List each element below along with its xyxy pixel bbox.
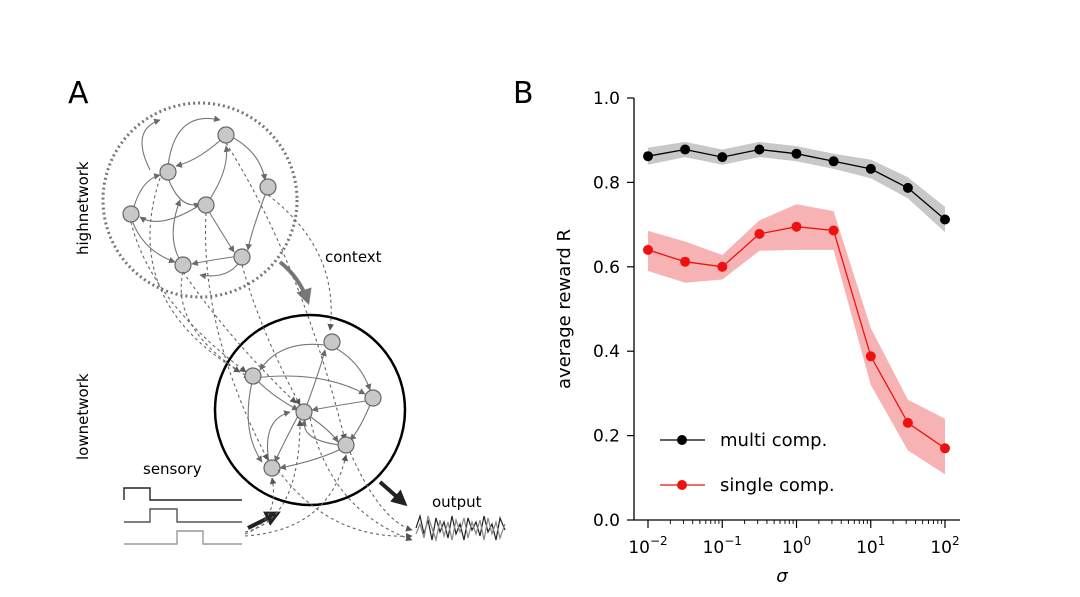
data-point <box>828 225 839 236</box>
high-network-circle <box>101 101 299 299</box>
x-tick-label: 102 <box>930 534 959 558</box>
data-point <box>717 261 728 272</box>
network-node <box>174 256 192 274</box>
context-projections <box>130 142 347 461</box>
context-arrow <box>278 260 312 306</box>
legend-item-multi: multi comp. <box>660 430 827 451</box>
y-tick-label: 0.8 <box>593 173 620 193</box>
data-point <box>828 156 839 167</box>
panel-b-letter: B <box>513 76 534 111</box>
output-projections <box>277 417 413 542</box>
network-node <box>295 403 313 421</box>
network-node <box>259 178 277 196</box>
x-ticks: 10−2 10−1 100 101 102 <box>628 520 960 558</box>
data-point <box>643 244 653 255</box>
network-node <box>244 367 262 385</box>
y-tick-label: 0.4 <box>593 342 620 362</box>
sensory-arrow <box>247 511 281 530</box>
y-ticks: 0.0 0.2 0.4 0.6 0.8 1.0 <box>593 89 634 531</box>
network-node <box>122 205 140 223</box>
data-point <box>717 152 728 163</box>
data-point <box>865 163 876 174</box>
y-tick-label: 1.0 <box>593 89 620 109</box>
network-node <box>197 196 215 214</box>
legend-marker <box>677 435 687 445</box>
network-node <box>217 126 235 144</box>
sensory-projections <box>244 419 348 537</box>
network-node <box>337 436 355 454</box>
x-tick-label: 10−1 <box>703 534 742 558</box>
output-traces <box>415 513 506 543</box>
network-node <box>364 389 382 407</box>
sensory-pulses <box>123 487 242 545</box>
output-arrow <box>378 480 408 507</box>
x-axis-title: σ <box>776 566 788 587</box>
legend-label-multi: multi comp. <box>720 430 827 451</box>
low-network-circle <box>213 313 407 507</box>
network-node <box>263 459 281 477</box>
low-network-nodes <box>244 333 382 477</box>
data-point <box>754 228 765 239</box>
legend-item-single: single comp. <box>660 475 835 496</box>
confidence-band-1 <box>648 204 945 475</box>
high-network-nodes <box>122 126 277 274</box>
panel-a: A highnetwork lownetwork context sensory… <box>68 76 506 545</box>
reward-chart: 0.0 0.2 0.4 0.6 0.8 1.0 10−2 10−1 100 101 102 ave… <box>554 89 960 587</box>
data-point <box>865 351 876 362</box>
x-tick-label: 100 <box>782 534 811 558</box>
legend-label-single: single comp. <box>720 475 835 496</box>
output-label: output <box>432 493 482 511</box>
context-label: context <box>325 248 382 266</box>
data-point <box>680 144 691 155</box>
x-tick-label: 10−2 <box>628 534 667 558</box>
data-point <box>791 221 802 232</box>
high-network-label: highnetwork <box>74 161 92 255</box>
confidence-bands <box>648 141 945 475</box>
network-node <box>323 333 341 351</box>
sensory-label: sensory <box>143 460 202 478</box>
network-node <box>233 248 251 266</box>
data-point <box>940 443 950 454</box>
data-point <box>940 214 950 225</box>
data-point <box>902 182 913 193</box>
y-tick-label: 0.6 <box>593 258 620 278</box>
panel-b: B 0.0 0.2 0.4 0.6 0.8 1.0 10−2 10−1 100 101 102 a… <box>513 76 960 587</box>
y-tick-label: 0.0 <box>593 511 620 531</box>
series-points <box>643 144 950 454</box>
data-point <box>680 256 691 267</box>
legend-marker <box>677 480 687 490</box>
data-point <box>754 144 765 155</box>
network-node <box>159 163 177 181</box>
legend: multi comp. single comp. <box>660 430 835 496</box>
data-point <box>643 151 653 162</box>
panel-a-letter: A <box>68 76 89 111</box>
x-tick-label: 101 <box>856 534 885 558</box>
y-axis-title: average reward R <box>554 229 575 389</box>
low-network-label: lownetwork <box>74 373 92 460</box>
data-point <box>791 148 802 159</box>
y-tick-label: 0.2 <box>593 427 620 447</box>
data-point <box>902 417 913 428</box>
